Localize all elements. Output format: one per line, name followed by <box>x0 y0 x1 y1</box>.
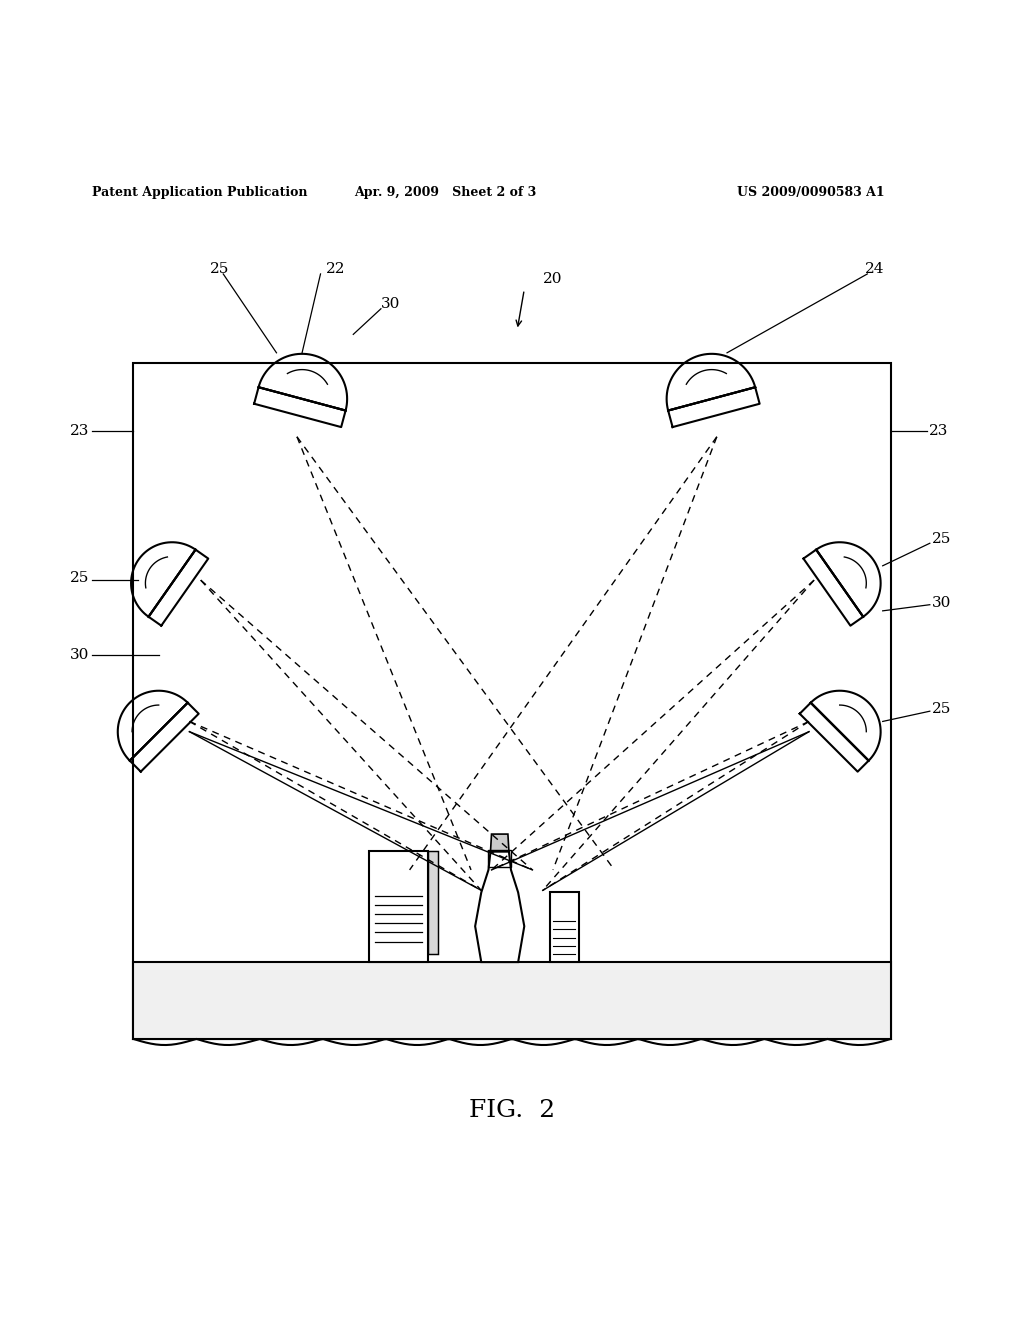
Text: 30: 30 <box>70 648 89 661</box>
Text: 25: 25 <box>70 572 89 585</box>
Bar <box>369 851 428 962</box>
Text: 30: 30 <box>381 297 400 310</box>
Text: 23: 23 <box>70 424 89 438</box>
Text: Apr. 9, 2009   Sheet 2 of 3: Apr. 9, 2009 Sheet 2 of 3 <box>354 186 537 199</box>
Text: 20: 20 <box>543 272 562 286</box>
Text: 25: 25 <box>932 532 951 546</box>
Text: US 2009/0090583 A1: US 2009/0090583 A1 <box>737 186 885 199</box>
Text: FIG.  2: FIG. 2 <box>469 1100 555 1122</box>
Bar <box>428 851 438 954</box>
Bar <box>133 962 891 1039</box>
Text: 25: 25 <box>210 261 229 276</box>
Polygon shape <box>490 834 509 851</box>
Text: 23: 23 <box>929 424 948 438</box>
Text: 22: 22 <box>326 261 345 276</box>
Bar <box>488 850 511 867</box>
Text: 25: 25 <box>932 702 951 717</box>
Bar <box>133 363 891 1039</box>
Text: Patent Application Publication: Patent Application Publication <box>92 186 307 199</box>
Bar <box>550 892 579 962</box>
Text: 24: 24 <box>865 261 885 276</box>
Text: 30: 30 <box>932 595 951 610</box>
Polygon shape <box>475 851 524 962</box>
